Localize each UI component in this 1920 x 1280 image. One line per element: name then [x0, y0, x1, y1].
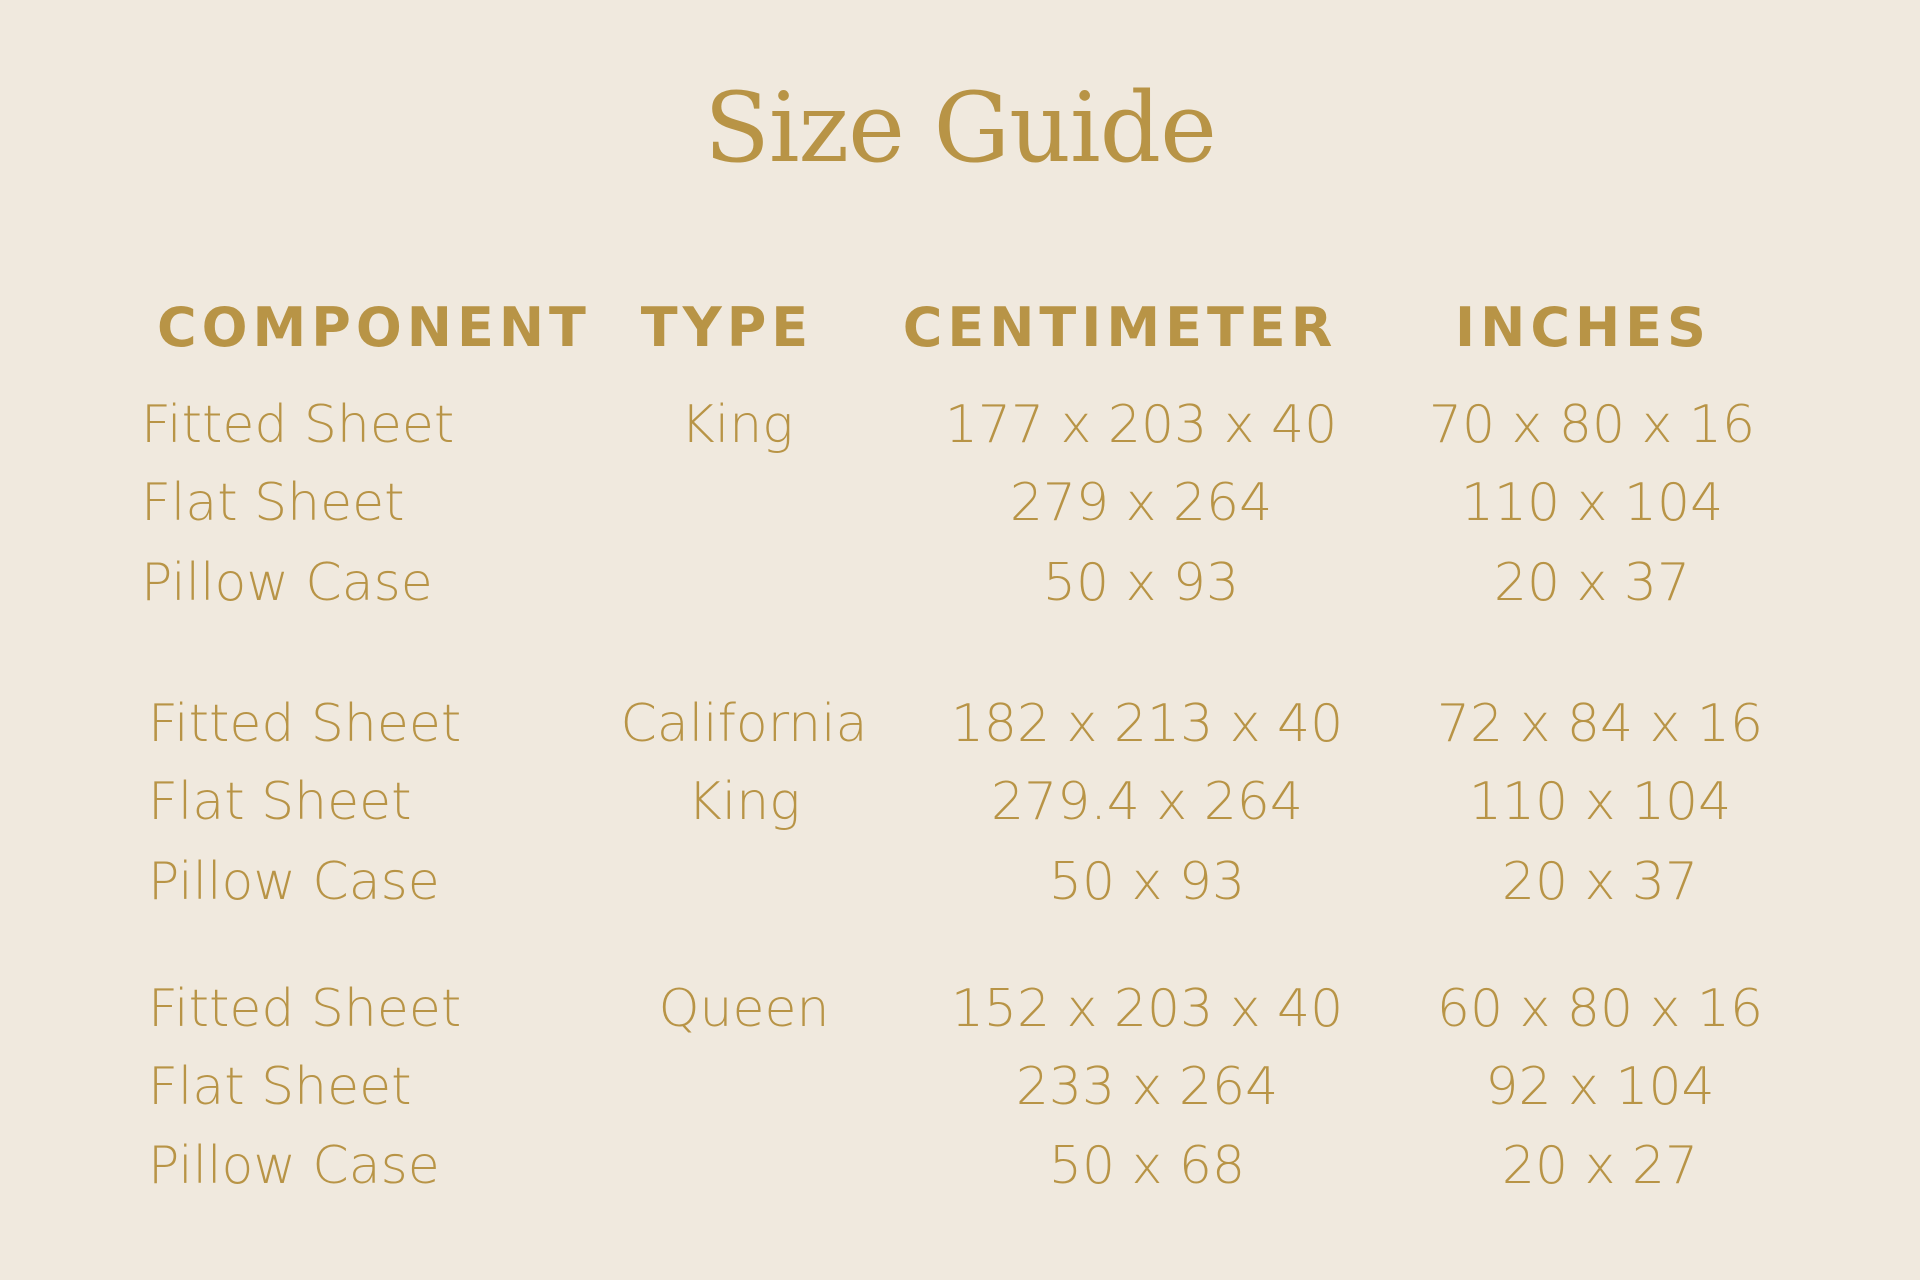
centimeter-cell: 152 x 203 x 40 [950, 979, 1344, 1039]
type-cell: Queen [658, 979, 830, 1039]
inches-cell: 110 x 104 [1468, 772, 1732, 832]
component-cell: Fitted Sheet [148, 694, 462, 754]
component-cell: Fitted Sheet [141, 395, 455, 455]
inches-cell: 20 x 37 [1501, 852, 1699, 912]
centimeter-cell: 50 x 93 [1048, 852, 1246, 912]
inches-cell: 72 x 84 x 16 [1436, 694, 1764, 754]
centimeter-cell: 50 x 93 [1042, 553, 1240, 613]
inches-cell: 20 x 37 [1493, 553, 1691, 613]
component-cell: Flat Sheet [148, 1057, 412, 1117]
component-cell: Pillow Case [148, 1136, 440, 1196]
header-component: COMPONENT [157, 296, 591, 359]
centimeter-cell: 279.4 x 264 [991, 772, 1303, 832]
component-cell: Pillow Case [148, 852, 440, 912]
type-cell: King [687, 772, 801, 832]
page-title: Size Guide [704, 72, 1217, 184]
centimeter-cell: 177 x 203 x 40 [944, 395, 1338, 455]
inches-cell: 20 x 27 [1501, 1136, 1699, 1196]
inches-cell: 60 x 80 x 16 [1436, 979, 1764, 1039]
centimeter-cell: 182 x 213 x 40 [950, 694, 1344, 754]
centimeter-cell: 50 x 68 [1048, 1136, 1246, 1196]
centimeter-cell: 233 x 264 [1015, 1057, 1279, 1117]
component-cell: Flat Sheet [148, 772, 412, 832]
header-type: TYPE [640, 296, 814, 359]
type-cell: California [620, 694, 868, 754]
header-centimeter: CENTIMETER [902, 296, 1338, 359]
component-cell: Flat Sheet [141, 473, 405, 533]
type-cell: King [680, 395, 794, 455]
centimeter-cell: 279 x 264 [1009, 473, 1273, 533]
inches-cell: 110 x 104 [1460, 473, 1724, 533]
inches-cell: 70 x 80 x 16 [1428, 395, 1756, 455]
component-cell: Fitted Sheet [148, 979, 462, 1039]
component-cell: Pillow Case [141, 553, 433, 613]
inches-cell: 92 x 104 [1485, 1057, 1715, 1117]
header-inches: INCHES [1455, 296, 1711, 359]
